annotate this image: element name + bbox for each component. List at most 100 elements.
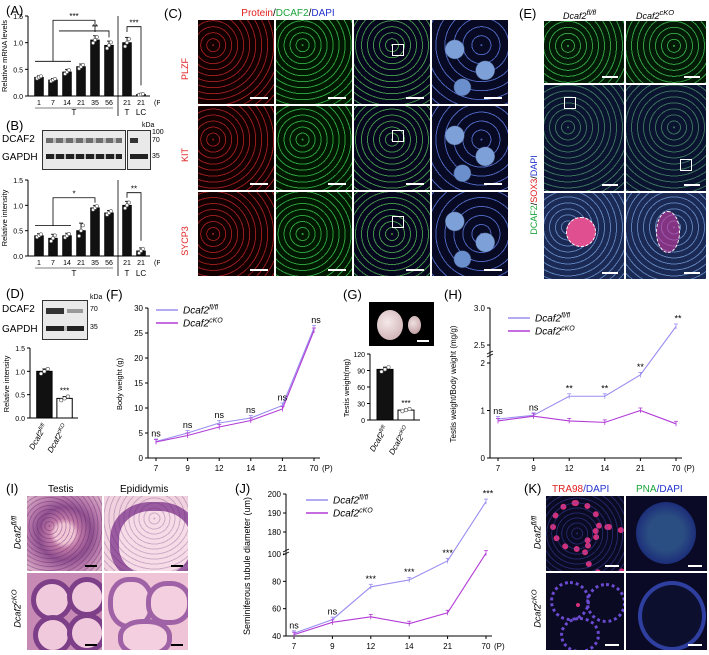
if-pna-fl (626, 496, 707, 571)
unit-label: (P) (322, 464, 333, 473)
y-tick-label: 1.0 (13, 203, 23, 210)
blot-b-marker-35: 35 (152, 153, 160, 160)
y-tick-label: 1.5 (13, 178, 23, 185)
unit-label: (P) (684, 464, 695, 473)
x-tick-label: 7 (51, 260, 55, 267)
panel-c-row-label-text: KIT (180, 148, 190, 163)
y-tick-label: 0.5 (13, 229, 23, 236)
chart-b: 0.0 0.5 1.0 1.5 1 7 14 21 35 56 21 21 Relative inten… (0, 178, 160, 278)
data-point (49, 239, 53, 244)
panel-i-row-fl: Dcaf2fl/fl (9, 515, 23, 550)
axis-break (486, 350, 494, 358)
panel-c-micrograph (432, 192, 508, 276)
x-tick-label: 7 (292, 642, 297, 651)
y-axis-label: Testis weight(mg) (342, 358, 351, 417)
bar (56, 397, 73, 419)
x-tick-label: 12 (565, 464, 574, 473)
panel-c-micrograph (354, 20, 430, 104)
data-point (404, 408, 409, 413)
panel-i-col-testis: Testis (48, 484, 74, 495)
data-point (123, 206, 127, 211)
y-tick-label: 60 (357, 385, 365, 392)
panel-label-a: (A) (6, 3, 24, 18)
panel-e-micrograph (626, 21, 706, 83)
sig-label: ** (566, 383, 574, 393)
panel-label-c: (C) (164, 6, 183, 21)
y-tick-label: 2 (481, 359, 486, 368)
he-epididymis-cko (104, 573, 188, 650)
y-axis-label: Relative intensity (0, 189, 9, 246)
data-point (77, 234, 81, 238)
series-line (293, 501, 487, 634)
x-tick-label: 14 (600, 464, 609, 473)
x-tick-label: Dcaf2cKO (387, 424, 411, 456)
panel-c-micrograph (354, 106, 430, 190)
panel-label-k: (K) (524, 481, 542, 496)
legend-label-sup: fl/fl (359, 495, 368, 502)
x-tick-label: 21 (77, 260, 85, 267)
sig-label: * (72, 190, 75, 199)
panel-label-g: (G) (343, 287, 362, 302)
group-label: LC (136, 108, 146, 117)
panel-label-b: (B) (6, 118, 24, 133)
sig-label: ns (214, 410, 224, 420)
panel-c-header-dapi: DAPI (311, 8, 335, 19)
blot-b-gapdh-label: GAPDH (2, 152, 38, 163)
sig-label: *** (483, 489, 494, 499)
y-tick-label: 80 (272, 577, 281, 586)
x-tick-label: 1 (37, 260, 41, 267)
panel-c-header-sep1: / (272, 8, 276, 19)
y-tick-label: 0.0 (15, 416, 25, 423)
panel-label-d: (D) (6, 286, 25, 301)
bar (90, 39, 100, 97)
panel-c-micrograph (432, 20, 508, 104)
sig-label: *** (404, 567, 415, 577)
x-tick-label: 7 (51, 100, 55, 107)
series-line (155, 330, 315, 443)
legend-label: Dcaf2cKO (535, 326, 575, 338)
x-tick-label: 21 (123, 260, 131, 267)
data-point (59, 398, 64, 403)
data-point (105, 46, 109, 51)
x-tick-label: 21 (123, 100, 131, 107)
x-tick-label: Dcaf2fl/fl (368, 424, 390, 453)
blot-d-membrane (42, 300, 88, 340)
panel-c-header: Protein/DCAF2/DAPI (178, 8, 398, 19)
blot-d: DCAF2 GAPDH kDa 70 35 (2, 294, 112, 340)
data-point (95, 204, 99, 208)
legend-label-base: Dcaf2 (333, 509, 360, 520)
legend-label: Dcaf2fl/fl (535, 313, 571, 325)
panel-c-header-protein: Protein (241, 8, 273, 19)
panel-c-header-sep2: / (308, 8, 312, 19)
y-tick-label: 0.5 (13, 67, 23, 74)
panel-c-row-label-sycp3: SYCP3 (178, 222, 192, 262)
sig-label: ns (278, 393, 288, 403)
y-tick-label: 1.5 (13, 14, 23, 21)
panel-c-header-dcaf2: DCAF2 (275, 8, 309, 19)
x-tick-label: 1 (37, 100, 41, 107)
x-tick-label-sup: fl/fl (38, 422, 47, 432)
legend-label-sup: cKO (209, 318, 223, 325)
y-axis-label: Relative mRNA levels (0, 20, 9, 92)
x-tick-label: 12 (215, 464, 224, 473)
x-tick-label: 21 (636, 464, 645, 473)
legend-label-base: Dcaf2 (535, 314, 562, 325)
x-tick-label: 21 (77, 100, 85, 107)
bar (122, 204, 132, 257)
panel-e-micrograph (626, 85, 706, 191)
sig-label: *** (366, 574, 377, 584)
y-tick-label: 90 (357, 369, 365, 376)
x-tick-label: 14 (63, 100, 71, 107)
panel-e-col-fl: Dcaf2fl/fl (563, 8, 597, 21)
blot-d-gapdh-label: GAPDH (2, 324, 38, 335)
panel-c-micrograph (198, 106, 274, 190)
data-point (127, 200, 131, 205)
legend-label: Dcaf2fl/fl (333, 495, 369, 507)
chart-a: 0.0 0.5 1.0 1.5 1 7 14 21 35 56 21 21 Relative mRNA … (0, 12, 160, 117)
data-point (81, 62, 85, 67)
panel-e-micrograph (544, 85, 624, 191)
data-point (109, 209, 113, 214)
sig-bracket (126, 192, 142, 241)
